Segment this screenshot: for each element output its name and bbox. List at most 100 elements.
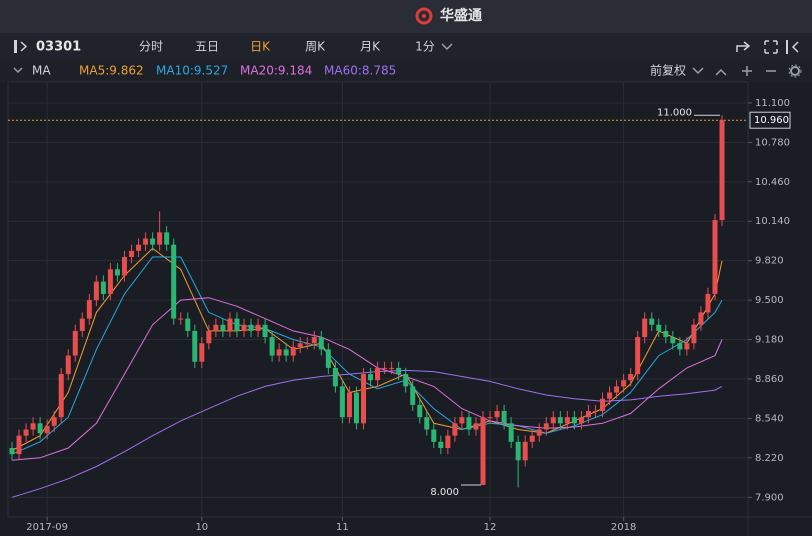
expand-icon[interactable] (764, 40, 778, 54)
candle-body (543, 423, 549, 430)
legend-entry: MA20:9.184 (240, 64, 312, 78)
y-tick-label: 8.220 (755, 453, 784, 464)
candle-body (136, 244, 142, 251)
candle-body (86, 300, 92, 319)
period-tab[interactable]: 分时 (139, 40, 163, 54)
candle-body (79, 318, 85, 331)
candle-body (65, 355, 71, 375)
candle-body (621, 380, 627, 387)
candle-body (417, 404, 423, 418)
candle-body (171, 244, 177, 319)
symbol: 03301 (36, 40, 81, 55)
period-tab[interactable]: 日K (250, 40, 271, 54)
candle-body (297, 343, 303, 347)
y-tick-label: 11.100 (755, 98, 790, 109)
y-tick-label: 10.140 (755, 216, 790, 227)
candle-body (346, 392, 352, 418)
y-tick-label: 8.860 (755, 374, 784, 385)
candle-body (684, 343, 690, 350)
candle-body (389, 367, 395, 369)
low-annotation: 8.000 (430, 487, 459, 498)
collapse-up[interactable] (715, 68, 727, 76)
candle-body (656, 324, 662, 331)
candle-body (480, 417, 486, 485)
collapse-icon[interactable] (786, 40, 799, 54)
app-title: 华盛通 (440, 7, 482, 24)
legend-entry: MA60:8.785 (324, 64, 396, 78)
period-tab[interactable]: 1分 (415, 40, 435, 54)
candle-body (466, 417, 472, 430)
adjust-mode[interactable]: 前复权 (650, 63, 686, 78)
candle-body (164, 232, 170, 245)
candle-body (550, 417, 556, 424)
period-tab[interactable]: 周K (305, 40, 326, 54)
period-tab[interactable]: 月K (360, 40, 381, 54)
candle-body (719, 120, 725, 221)
app-logo (415, 7, 433, 25)
candle-body (37, 423, 43, 434)
y-tick-label: 9.180 (755, 335, 784, 346)
candle-body (410, 386, 416, 405)
candle-body (23, 429, 29, 436)
x-tick-label: 2017-09 (26, 522, 68, 533)
y-tick-label: 9.820 (755, 256, 784, 267)
period-tab[interactable]: 五日 (195, 40, 219, 54)
candle-body (649, 318, 655, 325)
candle-body (318, 337, 324, 350)
candle-body (424, 417, 430, 430)
candle-body (255, 324, 261, 331)
share-icon[interactable] (736, 41, 751, 52)
x-tick-label: 10 (195, 522, 208, 533)
candle-body (332, 367, 338, 387)
candle-body (614, 386, 620, 393)
zoom-in[interactable] (742, 66, 752, 76)
settings-icon[interactable] (788, 64, 802, 78)
x-tick-label: 2018 (611, 522, 636, 533)
sidebar-toggle[interactable] (14, 40, 28, 53)
candle-body (452, 423, 458, 436)
candle-body (705, 293, 711, 313)
adjust-dropdown[interactable] (692, 67, 704, 75)
candle-body (234, 318, 240, 331)
candle-body (220, 324, 226, 331)
candle-body (30, 423, 36, 430)
dropdown-icon[interactable] (441, 43, 453, 51)
candle-body (269, 337, 275, 356)
x-tick-label: 12 (484, 522, 497, 533)
candle-body (431, 429, 437, 442)
y-tick-label: 10.460 (755, 177, 790, 188)
y-tick-label: 10.780 (755, 137, 790, 148)
candle-body (396, 367, 402, 375)
candle-body (445, 435, 451, 448)
candle-body (143, 238, 149, 245)
candle-body (564, 417, 570, 424)
candle-body (585, 411, 591, 418)
indicator-label: MA (32, 64, 51, 78)
candle-body (635, 337, 641, 375)
indicator-bar (0, 60, 812, 82)
title-bar (0, 0, 812, 33)
candle-body (93, 281, 99, 301)
candle-body (276, 349, 282, 356)
candle-body (206, 330, 212, 344)
candle-body (691, 324, 697, 344)
candle-body (578, 417, 584, 424)
candle-body (536, 429, 542, 436)
candle-body (114, 269, 120, 276)
candle-body (677, 343, 683, 350)
candle-body (192, 330, 198, 362)
indicator-toggle[interactable] (13, 67, 23, 74)
candle-body (494, 411, 500, 418)
toolbar (0, 33, 812, 60)
plot-area (7, 81, 749, 518)
candle-body (628, 374, 634, 381)
candle-body (58, 374, 64, 418)
candle-body (107, 269, 113, 294)
candle-body (557, 417, 563, 424)
candle-body (339, 386, 345, 418)
candle-body (529, 435, 535, 442)
candle-body (522, 441, 528, 461)
candle-body (283, 349, 289, 356)
candle-body (199, 343, 205, 362)
